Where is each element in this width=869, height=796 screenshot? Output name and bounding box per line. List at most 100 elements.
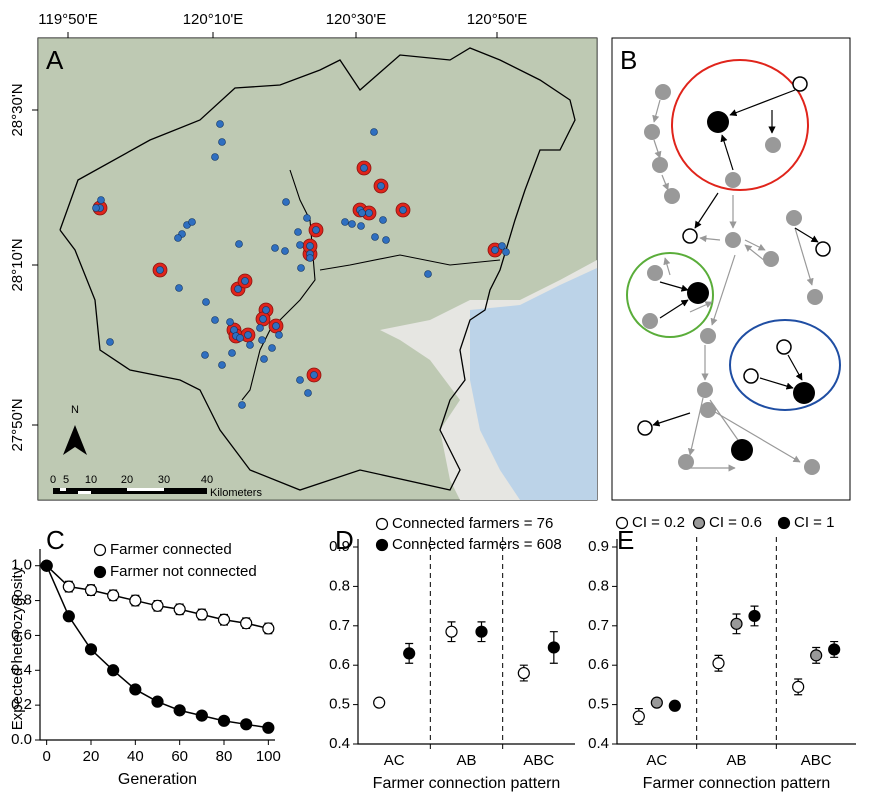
legend-marker [617, 518, 628, 529]
y-tick-label: 0.6 [329, 656, 350, 673]
site [257, 325, 264, 332]
y-tick-label: 0.8 [588, 577, 609, 594]
x-tick-label: AC [384, 752, 405, 769]
point [633, 711, 644, 722]
site [295, 229, 302, 236]
point [793, 681, 804, 692]
x-tick-label: 40 [127, 748, 144, 765]
legend-marker [377, 540, 388, 551]
y-axis-label: Expected heterozygosity [9, 566, 26, 730]
point [196, 609, 207, 620]
site [298, 265, 305, 272]
site [176, 285, 183, 292]
site [400, 207, 407, 214]
site [304, 215, 311, 222]
site [383, 237, 390, 244]
point [811, 650, 822, 661]
site [313, 227, 320, 234]
x-tick-label: 100 [256, 748, 281, 765]
site [378, 183, 385, 190]
point [548, 642, 559, 653]
site [297, 377, 304, 384]
site [272, 245, 279, 252]
site [260, 316, 267, 323]
site [269, 345, 276, 352]
point [174, 705, 185, 716]
legend-marker [95, 567, 106, 578]
site [247, 342, 254, 349]
x-tick-label: 80 [216, 748, 233, 765]
x-tick-label: 20 [83, 748, 100, 765]
site [236, 241, 243, 248]
point [85, 585, 96, 596]
y-tick-label: 0.9 [329, 538, 350, 555]
y-tick-label: 0.0 [11, 731, 32, 748]
point [241, 719, 252, 730]
site [203, 299, 210, 306]
axis [358, 539, 575, 744]
point [476, 626, 487, 637]
y-tick-label: 0.7 [329, 617, 350, 634]
point [63, 581, 74, 592]
site [229, 350, 236, 357]
x-tick-label: AB [726, 752, 746, 769]
site [273, 323, 280, 330]
point [41, 560, 52, 571]
legend-label: Farmer connected [110, 541, 232, 558]
point [374, 697, 385, 708]
diagram-panel: B [612, 38, 850, 500]
point [651, 697, 662, 708]
site [242, 278, 249, 285]
site [175, 235, 182, 242]
site [263, 307, 270, 314]
site [212, 154, 219, 161]
panel-label: A [46, 45, 64, 75]
figure: N 0510203040 Kilometers A 119°50'E120°10… [0, 0, 869, 796]
lon-label: 119°50'E [38, 11, 97, 28]
point [130, 684, 141, 695]
site [212, 317, 219, 324]
scale-unit: Kilometers [210, 487, 262, 499]
point [446, 626, 457, 637]
site [380, 217, 387, 224]
point [241, 618, 252, 629]
y-tick-label: 0.4 [588, 735, 609, 752]
y-tick-label: 0.8 [329, 577, 350, 594]
point [263, 722, 274, 733]
site [227, 319, 234, 326]
legend-label: CI = 1 [794, 514, 834, 531]
lat-label: 27°50'N [9, 398, 26, 451]
y-tick-label: 0.5 [329, 696, 350, 713]
scale-tick-label: 20 [121, 474, 133, 486]
point [152, 600, 163, 611]
legend-marker [377, 519, 388, 530]
axis [617, 539, 856, 744]
site [371, 129, 378, 136]
x-axis-label: Farmer connection pattern [373, 775, 561, 792]
point [263, 623, 274, 634]
site [239, 402, 246, 409]
point [85, 644, 96, 655]
legend-marker [95, 545, 106, 556]
point [174, 604, 185, 615]
site [157, 267, 164, 274]
x-tick-label: 0 [42, 748, 50, 765]
x-tick-label: AC [646, 752, 667, 769]
y-tick-label: 0.5 [588, 696, 609, 713]
panel-label: B [620, 45, 637, 75]
site [342, 219, 349, 226]
scale-tick-label: 5 [63, 474, 69, 486]
legend-marker [694, 518, 705, 529]
site [202, 352, 209, 359]
point [749, 610, 760, 621]
site [358, 223, 365, 230]
scale-tick-label: 40 [201, 474, 213, 486]
site [189, 219, 196, 226]
site [349, 221, 356, 228]
north-label: N [71, 404, 79, 416]
point [63, 611, 74, 622]
site [237, 335, 244, 342]
site [305, 390, 312, 397]
scale-bar [53, 488, 207, 494]
y-tick-label: 0.6 [588, 656, 609, 673]
